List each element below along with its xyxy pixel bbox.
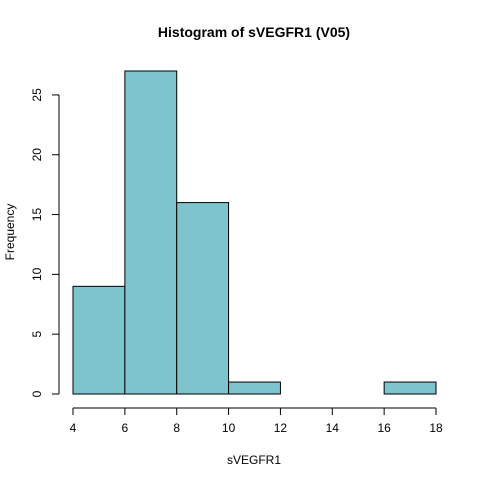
y-tick-label: 10 [30, 267, 44, 281]
x-tick-label: 10 [222, 421, 236, 435]
x-tick-label: 6 [122, 421, 129, 435]
bars-group [72, 70, 437, 395]
histogram-bar-6-8 [124, 70, 178, 395]
chart-title: Histogram of sVEGFR1 (V05) [158, 24, 350, 40]
y-tick-label: 15 [30, 208, 44, 222]
x-axis: 4 6 8 10 12 14 16 18 [70, 407, 443, 435]
x-tick-label: 14 [326, 421, 340, 435]
x-tick-label: 12 [274, 421, 288, 435]
x-tick-label: 18 [429, 421, 443, 435]
y-axis-label: Frequency [3, 204, 17, 261]
histogram-bar-16-18 [383, 381, 437, 395]
x-axis-label: sVEGFR1 [227, 453, 281, 467]
y-tick-label: 0 [30, 390, 44, 397]
y-tick-label: 20 [30, 148, 44, 162]
y-tick-label: 25 [30, 88, 44, 102]
histogram-bar-10-12 [228, 381, 281, 395]
x-tick-label: 4 [70, 421, 77, 435]
x-tick-label: 8 [173, 421, 180, 435]
y-axis: 0 5 10 15 20 25 [30, 88, 60, 397]
y-tick-label: 5 [30, 331, 44, 338]
histogram-bar-4-6 [72, 285, 126, 395]
x-tick-label: 16 [377, 421, 391, 435]
histogram-bar-8-10 [176, 202, 230, 395]
